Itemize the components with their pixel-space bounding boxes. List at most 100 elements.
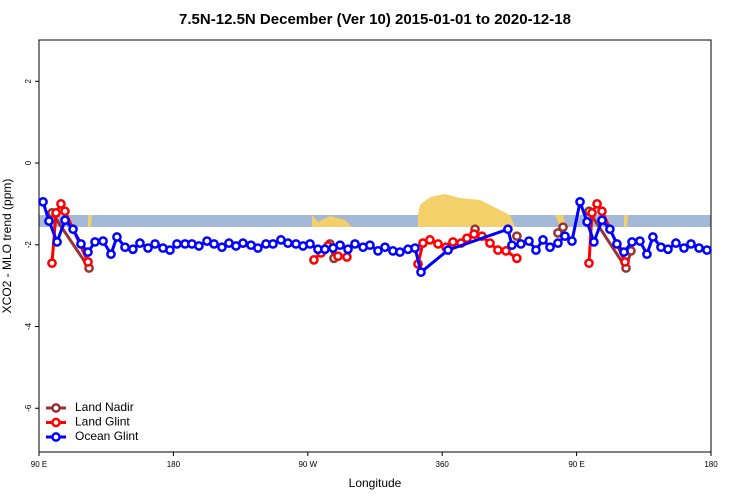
data-point: [51, 208, 61, 218]
data-point: [143, 243, 153, 253]
data-point: [135, 238, 145, 248]
data-point: [365, 240, 375, 251]
land: [88, 215, 92, 227]
legend-label: Ocean Glint: [75, 429, 139, 443]
data-point: [587, 208, 597, 218]
x-tick-label: 90 W: [298, 460, 317, 469]
land: [418, 194, 515, 227]
y-axis-label: XCO2 - MLO trend (ppm): [0, 179, 14, 314]
data-point: [253, 243, 263, 253]
land-band: [39, 194, 711, 227]
data-point: [98, 236, 108, 246]
x-tick-label: 90 E: [31, 460, 47, 469]
data-point: [112, 232, 122, 242]
data-point: [462, 233, 472, 244]
y-tick-label: 2: [24, 79, 33, 84]
legend-marker: [51, 417, 61, 428]
y-tick-label: -6: [24, 404, 33, 412]
data-point: [333, 251, 343, 262]
data-point: [320, 244, 330, 255]
data-point: [380, 242, 390, 253]
data-point: [575, 197, 585, 207]
data-point: [106, 249, 116, 260]
data-point: [512, 231, 522, 242]
data-point: [567, 236, 577, 246]
data-point: [686, 239, 696, 249]
data-point: [501, 246, 511, 256]
data-point: [425, 235, 435, 245]
data-point: [60, 206, 70, 217]
data-point: [217, 242, 227, 253]
y-tick-label: -2: [24, 241, 33, 249]
x-tick-label: 360: [436, 460, 450, 469]
band: [39, 215, 711, 227]
data-point: [305, 239, 315, 249]
data-point: [635, 236, 645, 246]
data-point: [627, 237, 637, 247]
data-point: [558, 222, 568, 233]
data-point: [443, 245, 453, 255]
data-point: [410, 243, 420, 253]
data-point: [592, 199, 602, 209]
data-point: [68, 224, 78, 235]
y-tick-label: 0: [24, 160, 33, 165]
data-point: [350, 239, 360, 249]
data-point: [150, 239, 160, 249]
data-point: [694, 243, 704, 253]
x-tick-label: 180: [704, 460, 718, 469]
legend-label: Land Glint: [75, 415, 130, 429]
data-point: [172, 239, 182, 249]
data-point: [582, 217, 592, 227]
data-point: [663, 244, 673, 255]
data-point: [605, 224, 615, 235]
data-point: [373, 246, 383, 256]
y-tick-label: -4: [24, 322, 33, 330]
data-point: [545, 242, 555, 253]
data-point: [395, 247, 405, 257]
data-point: [238, 238, 248, 248]
data-point: [56, 199, 66, 209]
x-tick-label: 90 E: [568, 460, 584, 469]
data-point: [128, 244, 138, 255]
data-point: [76, 239, 86, 249]
legend-label: Land Nadir: [75, 400, 134, 414]
data-point: [503, 224, 513, 235]
legend-marker: [51, 432, 61, 442]
data-point: [342, 252, 352, 262]
data-point: [597, 215, 607, 226]
plot-frame: [38, 39, 712, 453]
data-point: [448, 237, 458, 247]
data-point: [702, 245, 712, 255]
data-point: [209, 239, 219, 249]
data-point: [469, 229, 479, 239]
data-point: [52, 237, 62, 247]
data-point: [648, 232, 658, 242]
data-point: [416, 267, 426, 278]
data-point: [433, 239, 443, 249]
data-point: [60, 215, 70, 226]
data-point: [90, 237, 100, 247]
data-point: [165, 245, 175, 255]
data-point: [612, 239, 622, 249]
data-point: [584, 258, 594, 269]
data-point: [38, 197, 48, 207]
data-point: [44, 216, 54, 226]
data-point: [343, 244, 353, 255]
chart-title: 7.5N-12.5N December (Ver 10) 2015-01-01 …: [179, 11, 571, 28]
data-point: [485, 238, 495, 248]
data-point: [560, 231, 570, 242]
data-point: [47, 258, 57, 269]
data-point: [589, 237, 599, 247]
land: [624, 215, 628, 227]
data-point: [507, 240, 517, 251]
data-point: [531, 245, 541, 255]
data-point: [619, 247, 629, 257]
data-point: [120, 242, 130, 253]
data-point: [493, 245, 503, 255]
data-point: [83, 247, 93, 257]
data-point: [516, 239, 526, 249]
x-axis-label: Longitude: [349, 476, 402, 490]
data-point: [553, 238, 563, 248]
data-point: [671, 238, 681, 248]
